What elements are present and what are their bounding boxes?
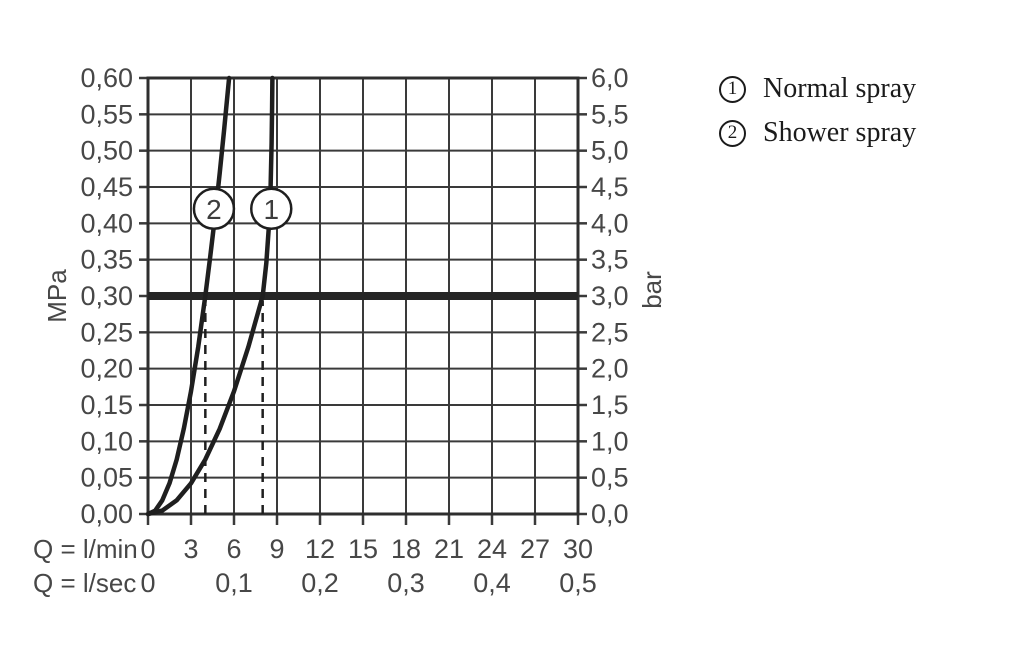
svg-text:0,1: 0,1 [215, 568, 253, 598]
svg-text:5,0: 5,0 [591, 136, 629, 166]
svg-text:2: 2 [206, 194, 222, 225]
legend: 1 Normal spray 2 Shower spray [719, 74, 916, 148]
svg-text:0,5: 0,5 [591, 463, 629, 493]
svg-text:0,35: 0,35 [80, 245, 133, 275]
x-axis-lmin-unit: Q = l/min [33, 534, 138, 564]
curve-marker-1: 1 [250, 187, 293, 231]
y-axis-right-unit: bar [637, 271, 667, 309]
svg-text:0,05: 0,05 [80, 463, 133, 493]
svg-text:0,30: 0,30 [80, 281, 133, 311]
svg-text:4,5: 4,5 [591, 172, 629, 202]
y-axis-left-labels: 0,60 0,55 0,50 0,45 0,40 0,35 0,30 0,25 0,20 0,15… [80, 63, 133, 529]
svg-text:3,0: 3,0 [591, 281, 629, 311]
svg-text:0,5: 0,5 [559, 568, 597, 598]
svg-text:0,2: 0,2 [301, 568, 339, 598]
legend-label-shower-spray: Shower spray [763, 117, 917, 148]
svg-text:0: 0 [140, 534, 155, 564]
legend-item-normal-spray: 1 Normal spray [719, 74, 916, 104]
legend-label-normal-spray: Normal spray [763, 73, 917, 104]
svg-text:1: 1 [263, 194, 279, 225]
x-axis-lsec-labels: Q = l/sec 0 0,1 0,2 0,3 0,4 0,5 [33, 568, 597, 598]
svg-text:0,4: 0,4 [473, 568, 511, 598]
svg-text:0: 0 [140, 568, 155, 598]
svg-text:3,5: 3,5 [591, 245, 629, 275]
svg-text:24: 24 [477, 534, 507, 564]
y-axis-right-labels: 6,0 5,5 5,0 4,5 4,0 3,5 3,0 2,5 2,0 1,5 1,0 0,5 0,0 [591, 63, 629, 529]
svg-text:12: 12 [305, 534, 335, 564]
svg-text:0,20: 0,20 [80, 354, 133, 384]
svg-text:1,0: 1,0 [591, 426, 629, 456]
curve-normal-spray [145, 75, 275, 517]
svg-text:0,60: 0,60 [80, 63, 133, 93]
svg-text:6: 6 [226, 534, 241, 564]
svg-text:9: 9 [269, 534, 284, 564]
svg-text:2,0: 2,0 [591, 354, 629, 384]
svg-text:0,50: 0,50 [80, 136, 133, 166]
svg-text:21: 21 [434, 534, 464, 564]
svg-text:0,25: 0,25 [80, 317, 133, 347]
svg-text:2,5: 2,5 [591, 317, 629, 347]
svg-text:18: 18 [391, 534, 421, 564]
svg-text:6,0: 6,0 [591, 63, 629, 93]
legend-symbol-2-icon: 2 [719, 119, 746, 147]
svg-text:0,10: 0,10 [80, 426, 133, 456]
svg-text:27: 27 [520, 534, 550, 564]
svg-text:0,55: 0,55 [80, 99, 133, 129]
svg-text:15: 15 [348, 534, 378, 564]
x-axis-lsec-unit: Q = l/sec [33, 568, 136, 598]
dashed-guides [204, 301, 264, 514]
svg-text:30: 30 [563, 534, 593, 564]
curve-shower-spray [145, 75, 232, 517]
legend-symbol-1-icon: 1 [719, 75, 746, 103]
x-axis-lmin-labels: Q = l/min 0 3 6 9 12 15 18 21 24 27 30 [33, 534, 593, 564]
svg-text:3: 3 [183, 534, 198, 564]
svg-text:5,5: 5,5 [591, 99, 629, 129]
svg-text:0,40: 0,40 [80, 208, 133, 238]
curve-marker-2: 2 [192, 187, 236, 231]
svg-text:4,0: 4,0 [591, 208, 629, 238]
svg-text:0,0: 0,0 [591, 499, 629, 529]
svg-text:0,15: 0,15 [80, 390, 133, 420]
svg-text:0,00: 0,00 [80, 499, 133, 529]
svg-text:0,45: 0,45 [80, 172, 133, 202]
y-axis-left-unit: MPa [42, 269, 72, 323]
svg-text:0,3: 0,3 [387, 568, 425, 598]
svg-text:1,5: 1,5 [591, 390, 629, 420]
legend-item-shower-spray: 2 Shower spray [719, 118, 916, 148]
